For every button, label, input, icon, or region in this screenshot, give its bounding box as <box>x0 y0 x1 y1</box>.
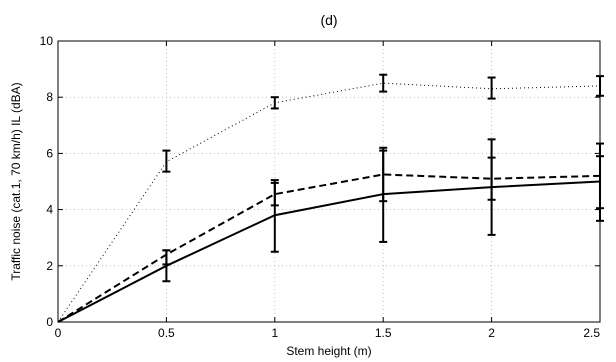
chart-title: (d) <box>320 12 337 28</box>
y-axis-label: Traffic noise (cat.1, 70 km/h) IL (dBA) <box>9 82 23 280</box>
y-tick-label: 4 <box>46 203 53 217</box>
error-bar <box>162 250 170 281</box>
x-tick-label: 2.5 <box>583 326 600 340</box>
series-line <box>58 174 600 322</box>
x-tick-label: 1 <box>271 326 278 340</box>
error-bar <box>162 151 170 172</box>
x-tick-label: 0 <box>55 326 62 340</box>
series-dashed <box>58 144 604 322</box>
x-tick-label: 2 <box>488 326 495 340</box>
series-dotted <box>58 75 604 322</box>
series-layer <box>58 75 604 322</box>
x-tick-label: 1.5 <box>375 326 392 340</box>
x-tick-label: 0.5 <box>158 326 175 340</box>
y-tick-label: 0 <box>46 315 53 329</box>
y-tick-label: 10 <box>40 34 54 48</box>
y-tick-label: 2 <box>46 259 53 273</box>
series-solid <box>58 139 604 322</box>
error-bar <box>271 97 279 108</box>
error-bar <box>488 78 496 99</box>
y-axis-ticks: 0 2 4 6 8 10 <box>40 34 600 329</box>
y-tick-label: 6 <box>46 146 53 160</box>
x-axis-ticks: 0 0.5 1 1.5 2 2.5 <box>55 41 601 340</box>
series-line <box>58 83 600 322</box>
x-axis-label: Stem height (m) <box>286 344 371 358</box>
y-tick-label: 8 <box>46 90 53 104</box>
